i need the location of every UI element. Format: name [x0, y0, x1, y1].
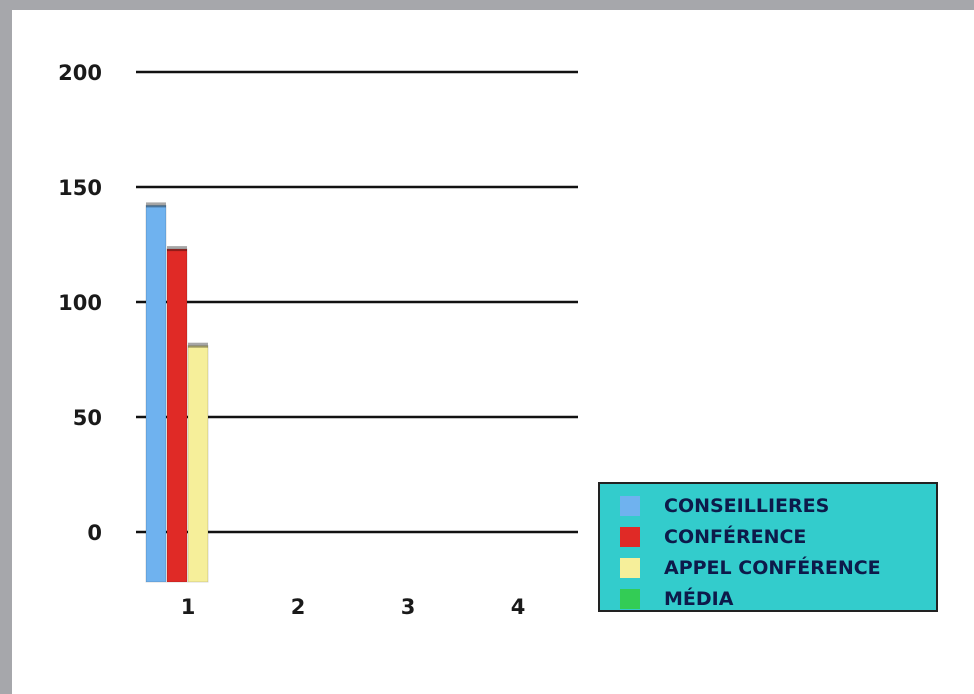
- chart-panel: 0 50 100 150 200 1 2 3 4 CONSEILLIERES CONFÉRENC…: [12, 10, 974, 694]
- legend-item-conference: CONFÉRENCE: [620, 521, 936, 552]
- legend-item-appel-conference: APPEL CONFÉRENCE: [620, 552, 936, 583]
- y-tick-label-0: 0: [87, 521, 102, 545]
- bar-cap-2-1: [188, 342, 208, 348]
- bar-cap-0-1: [146, 202, 166, 208]
- y-tick-label-50: 50: [73, 406, 102, 430]
- x-tick-label-2: 2: [291, 595, 306, 619]
- bar-appel-conf-rence-1: [187, 345, 209, 583]
- legend-item-media: MÉDIA: [620, 583, 936, 614]
- x-tick-label-4: 4: [511, 595, 526, 619]
- legend-swatch-conference: [620, 526, 640, 547]
- legend-item-conseillieres: CONSEILLIERES: [620, 490, 936, 521]
- y-tick-label-200: 200: [58, 61, 102, 85]
- y-tick-label-100: 100: [58, 291, 102, 315]
- bar-conseillieres-1: [145, 204, 167, 583]
- bar-chart: 0 50 100 150 200 1 2 3 4: [58, 61, 578, 619]
- legend-label-conseillieres: CONSEILLIERES: [664, 494, 830, 517]
- x-tick-label-3: 3: [401, 595, 416, 619]
- x-tick-label-1: 1: [181, 595, 196, 619]
- chart-legend: CONSEILLIERES CONFÉRENCE APPEL CONFÉRENC…: [598, 482, 938, 612]
- legend-swatch-appel-conference: [620, 557, 640, 578]
- legend-swatch-conseillieres: [620, 495, 640, 516]
- legend-label-conference: CONFÉRENCE: [664, 525, 807, 548]
- legend-label-appel-conference: APPEL CONFÉRENCE: [664, 556, 881, 579]
- y-tick-label-150: 150: [58, 176, 102, 200]
- legend-swatch-media: [620, 588, 640, 609]
- legend-label-media: MÉDIA: [664, 587, 734, 610]
- bar-cap-1-1: [167, 246, 187, 252]
- bar-conf-rence-1: [166, 248, 188, 583]
